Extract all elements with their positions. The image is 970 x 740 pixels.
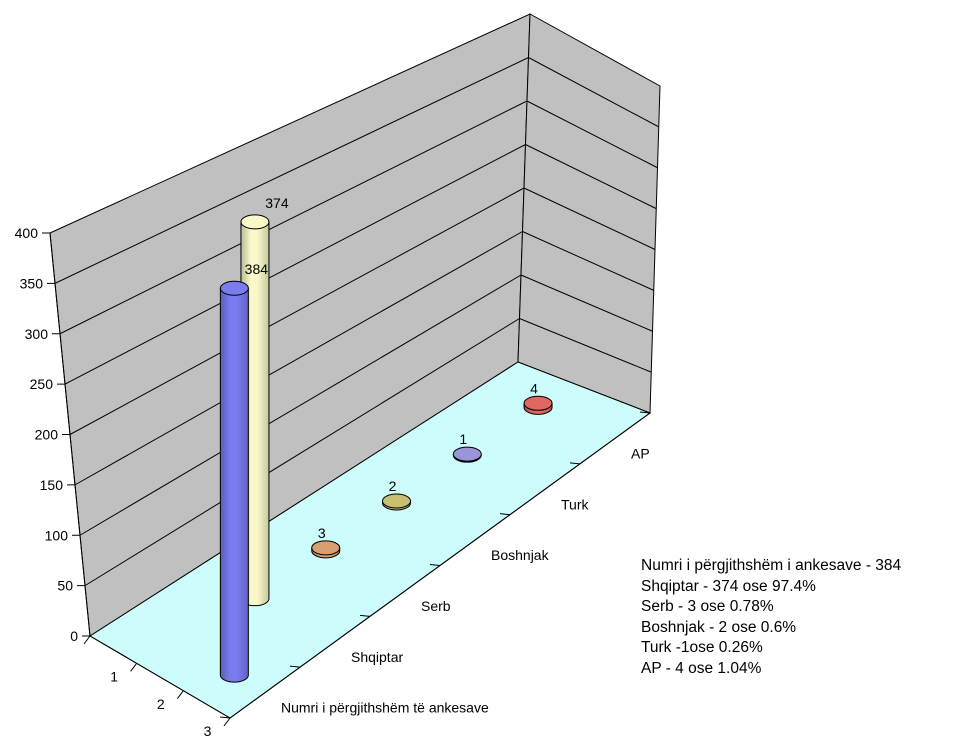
cylinder-bar — [311, 540, 341, 559]
y-tick-label: 250 — [30, 376, 54, 392]
value-labels: 374 384 3 2 1 4 — [245, 195, 538, 541]
note-line: Boshnjak - 2 ose 0.6% — [641, 618, 797, 636]
bars — [219, 214, 553, 683]
gridline — [520, 274, 653, 332]
y-tick-label: 150 — [40, 477, 64, 493]
cylinder-top — [311, 540, 341, 556]
value-label: 4 — [530, 380, 538, 396]
gridline — [54, 57, 529, 284]
gridline — [69, 187, 525, 435]
gridline — [519, 318, 652, 373]
depth-tick — [130, 663, 138, 672]
summary-notes: Numri i përgjithshëm i ankesave - 384 Sh… — [641, 556, 901, 679]
cylinder-top — [382, 493, 412, 509]
gridline — [74, 231, 523, 486]
gridline — [526, 100, 658, 169]
gridline — [523, 187, 656, 250]
depth-axis: 1 2 3 — [83, 635, 231, 739]
category-label: Boshnjak — [491, 547, 550, 563]
note-line: Turk -1ose 0.26% — [641, 639, 763, 656]
note-line: AP - 4 ose 1.04% — [641, 659, 762, 677]
depth-tick — [176, 690, 184, 699]
side-wall — [517, 13, 661, 414]
value-label: 3 — [318, 525, 326, 541]
category-tick — [639, 411, 651, 414]
cylinder-top — [240, 214, 270, 230]
depth-tick — [223, 717, 231, 727]
cylinder-bar — [523, 395, 553, 415]
value-label: 2 — [389, 478, 397, 494]
cylinder-body — [219, 287, 249, 683]
cylinder-bar — [452, 446, 482, 463]
category-tick — [289, 665, 301, 668]
y-axis-line — [49, 232, 91, 637]
gridline — [79, 274, 522, 536]
depth-tick-label: 2 — [157, 696, 165, 712]
category-label: Serb — [421, 598, 451, 614]
cylinder-bar — [382, 493, 412, 511]
category-tick — [429, 564, 441, 566]
depth-tick-label: 1 — [110, 669, 118, 685]
value-label: 1 — [459, 431, 467, 447]
category-label: Numri i përgjithshëm të ankesave — [281, 700, 489, 716]
category-label: Turk — [561, 496, 589, 512]
cylinder-bar — [219, 280, 249, 683]
value-label: 384 — [245, 261, 269, 277]
gridline — [84, 318, 520, 587]
depth-axis-line — [89, 635, 231, 719]
category-tick — [219, 716, 231, 719]
category-label: AP — [631, 445, 650, 461]
depth-tick — [83, 635, 91, 645]
category-tick — [569, 462, 581, 465]
category-axis: Numri i përgjithshëm të ankesave Shqiptar… — [219, 411, 651, 719]
note-line: Shqiptar - 374 ose 97.4% — [641, 577, 816, 595]
category-label: Shqiptar — [351, 649, 403, 665]
y-tick-label: 0 — [70, 628, 78, 644]
y-tick-label: 350 — [20, 275, 44, 291]
gridline — [522, 231, 654, 291]
y-tick-label: 100 — [45, 527, 69, 543]
gridline — [64, 144, 526, 385]
cylinder-top — [523, 395, 553, 411]
cylinder-top — [219, 280, 249, 296]
gridline — [59, 100, 528, 335]
y-tick-label: 200 — [35, 427, 59, 443]
category-tick — [499, 513, 511, 516]
y-axis: 0 50 100 150 200 250 300 350 400 — [15, 225, 91, 644]
gridlines — [54, 57, 659, 587]
category-tick — [359, 614, 371, 617]
y-tick-label: 400 — [15, 225, 39, 241]
y-tick-label: 50 — [57, 578, 73, 594]
value-label: 374 — [265, 195, 289, 211]
gridline — [525, 144, 657, 210]
y-tick-label: 300 — [25, 326, 49, 342]
note-line: Numri i përgjithshëm i ankesave - 384 — [641, 557, 902, 574]
note-line: Serb - 3 ose 0.78% — [641, 598, 774, 615]
cylinder-top — [452, 446, 482, 462]
depth-tick-label: 3 — [204, 723, 212, 739]
gridline — [528, 57, 659, 128]
